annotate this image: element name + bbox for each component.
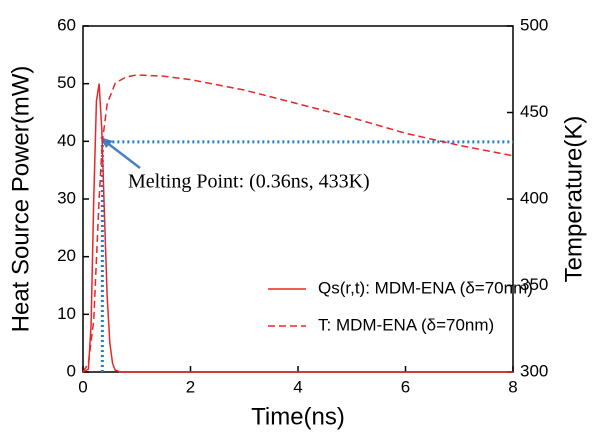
y-tick-label: 40 [57, 131, 76, 150]
legend-label: Qs(r,t): MDM-ENA (δ=70nm) [318, 278, 533, 297]
x-tick-label: 6 [401, 377, 410, 396]
series-line [82, 83, 513, 373]
y-tick-label: 60 [57, 15, 76, 34]
y-tick-label: 20 [57, 246, 76, 265]
y2-tick-label: 450 [520, 102, 548, 121]
x-axis-title: Time(ns) [251, 403, 345, 430]
y2-tick-label: 400 [520, 188, 548, 207]
y-tick-label: 50 [57, 73, 76, 92]
x-tick-label: 8 [508, 377, 517, 396]
x-tick-label: 2 [186, 377, 195, 396]
y2-tick-label: 500 [520, 15, 548, 34]
y2-tick-label: 300 [520, 361, 548, 380]
y-tick-label: 10 [57, 304, 76, 323]
annotation-arrow [105, 141, 141, 169]
y-tick-label: 30 [57, 188, 76, 207]
y-axis-title: Heat Source Power(mW) [7, 66, 34, 333]
legend-label: T: MDM-ENA (δ=70nm) [318, 315, 494, 334]
x-tick-label: 4 [293, 377, 302, 396]
y2-axis-title: Temperature(K) [560, 116, 587, 283]
annotation: Melting Point: (0.36ns, 433K) [128, 171, 370, 193]
y2-tick-label: 350 [520, 275, 548, 294]
y-tick-label: 0 [67, 361, 76, 380]
series-line [82, 74, 514, 373]
x-tick-label: 0 [78, 377, 87, 396]
